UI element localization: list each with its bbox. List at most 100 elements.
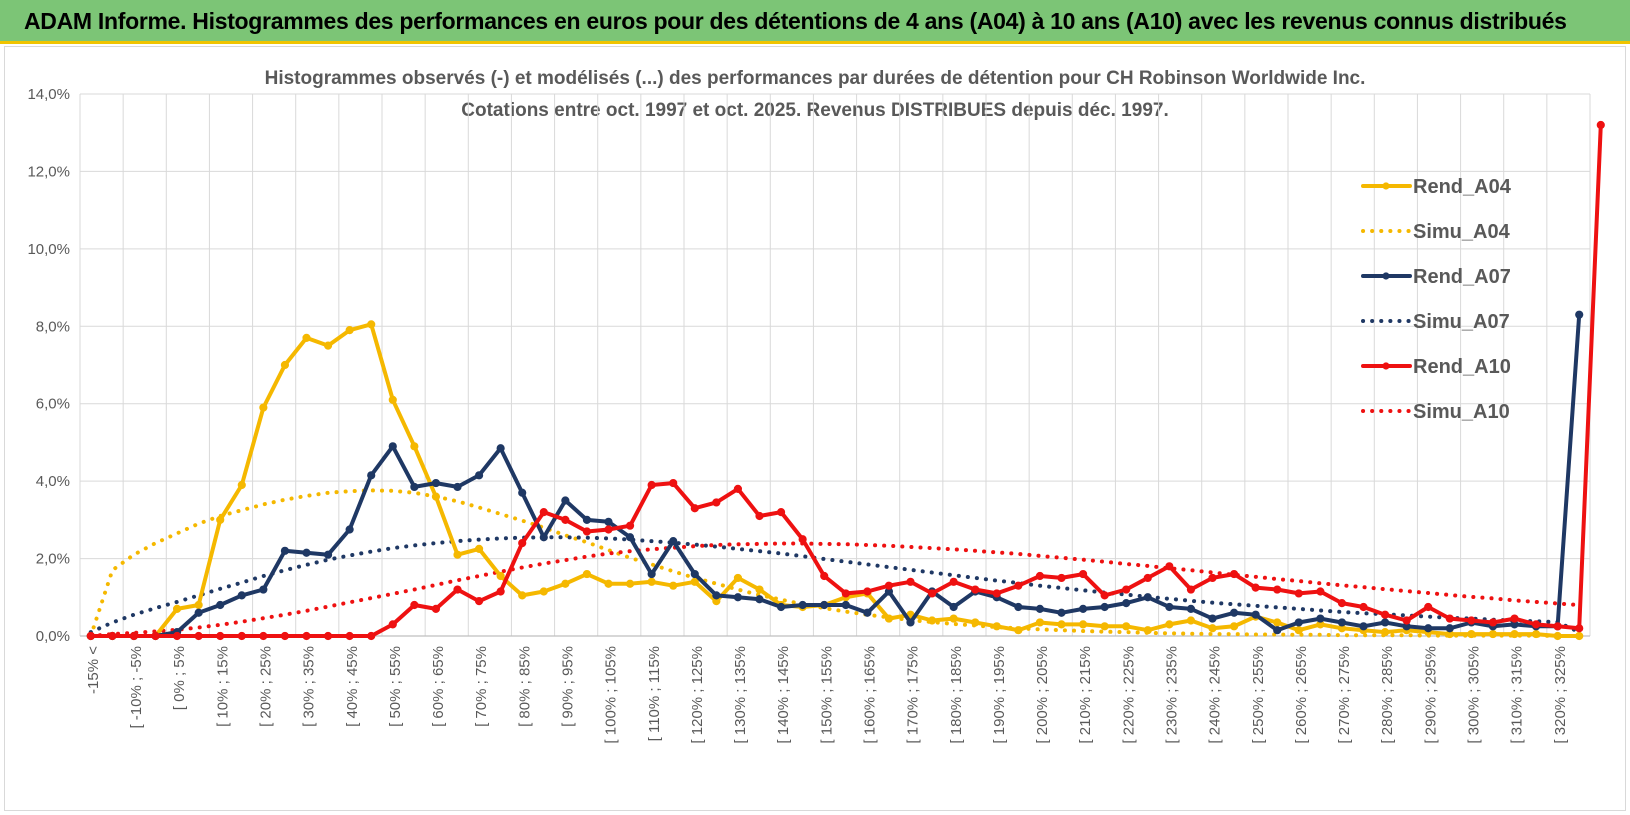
- data-point: [971, 585, 980, 594]
- data-point: [302, 548, 311, 557]
- data-point: [1294, 589, 1303, 598]
- x-tick-label: [ 200% ; 205%: [1034, 646, 1051, 744]
- data-point: [582, 515, 592, 524]
- data-point: [1294, 626, 1303, 635]
- data-point: [1553, 631, 1562, 641]
- data-point: [1575, 310, 1584, 319]
- data-point: [1359, 622, 1368, 631]
- data-point: [582, 569, 592, 579]
- data-point: [323, 550, 333, 559]
- data-point: [388, 620, 397, 629]
- data-point: [927, 589, 937, 598]
- x-tick-label: [ 40% ; 45%: [344, 646, 361, 727]
- data-point: [949, 614, 958, 623]
- data-point: [647, 569, 656, 579]
- x-tick-label: [ 150% ; 155%: [818, 646, 835, 744]
- data-point: [625, 579, 635, 588]
- data-point: [1100, 602, 1109, 612]
- data-point: [884, 581, 894, 590]
- data-point: [431, 478, 441, 488]
- data-point: [280, 360, 290, 370]
- x-tick-label: [ 270% ; 275%: [1336, 646, 1353, 744]
- data-point: [1186, 585, 1196, 594]
- x-tick-label: [ 310% ; 315%: [1509, 646, 1526, 744]
- data-point: [431, 492, 441, 501]
- x-tick-label: [ 300% ; 305%: [1466, 646, 1483, 744]
- data-point: [604, 525, 613, 534]
- data-point: [582, 527, 592, 536]
- data-point: [1316, 614, 1325, 623]
- legend-label: Simu_A04: [1413, 221, 1511, 243]
- legend-label: Simu_A10: [1413, 401, 1510, 423]
- data-point: [1143, 573, 1152, 583]
- data-point: [1294, 618, 1303, 627]
- data-point: [539, 508, 548, 517]
- data-point: [1337, 598, 1347, 608]
- x-tick-label: [ 190% ; 195%: [991, 646, 1008, 744]
- series-simu-a10: [88, 541, 1582, 638]
- x-tick-label: [ 170% ; 175%: [905, 646, 922, 744]
- data-point: [1337, 618, 1347, 627]
- data-point: [1208, 614, 1217, 623]
- data-point: [474, 597, 484, 606]
- data-point: [733, 484, 743, 493]
- x-tick-label: [ 180% ; 185%: [948, 646, 965, 744]
- data-point: [798, 535, 807, 544]
- legend-item-rend-a04[interactable]: Rend_A04: [1361, 176, 1512, 198]
- x-tick-label: [ 100% ; 105%: [603, 646, 620, 744]
- data-point: [237, 591, 246, 600]
- y-axis: 0,0% 2,0% 4,0% 6,0% 8,0% 10,0% 12,0% 14,0%: [27, 86, 70, 645]
- legend-marker: [1382, 362, 1390, 370]
- data-point: [1531, 620, 1541, 629]
- banner-title: ADAM Informe. Histogrammes des performan…: [24, 8, 1567, 34]
- x-tick-label: [ 10% ; 15%: [214, 646, 231, 727]
- chart-title: Histogrammes observés (-) et modélisés (…: [265, 68, 1366, 89]
- series-line-simu-a10: [88, 541, 1582, 638]
- data-point: [669, 537, 678, 546]
- data-point: [647, 577, 656, 586]
- data-point: [1575, 624, 1584, 633]
- data-point: [216, 515, 225, 524]
- data-point: [1143, 626, 1152, 635]
- data-point: [1122, 585, 1131, 594]
- data-point: [1251, 583, 1260, 592]
- legend-item-simu-a07[interactable]: Simu_A07: [1361, 311, 1510, 333]
- x-tick-label: [ 20% ; 25%: [258, 646, 275, 727]
- data-point: [539, 587, 548, 596]
- legend-item-rend-a07[interactable]: Rend_A07: [1361, 266, 1511, 288]
- data-point: [259, 585, 268, 594]
- series-line-simu-a07: [88, 535, 1582, 635]
- data-point: [323, 631, 333, 641]
- legend-item-simu-a04[interactable]: Simu_A04: [1361, 221, 1511, 243]
- x-tick-label: [ -10% ; -5%: [128, 646, 145, 729]
- data-point: [1316, 587, 1325, 596]
- data-point: [1078, 620, 1088, 629]
- data-point: [690, 504, 699, 513]
- legend-item-simu-a10[interactable]: Simu_A10: [1361, 401, 1510, 423]
- data-point: [820, 600, 829, 610]
- data-point: [949, 602, 958, 612]
- legend-marker: [1382, 182, 1390, 190]
- series-line-rend-a07: [88, 312, 1582, 638]
- x-axis: -15% < [ -10% ; -5% [ 0% ; 5% [ 10% ; 15% [ …: [85, 646, 1569, 744]
- legend-item-rend-a10[interactable]: Rend_A10: [1361, 356, 1511, 378]
- legend[interactable]: Rend_A04 Simu_A04 Rend_A07 Simu_A07 Rend_A10…: [1361, 176, 1512, 423]
- data-point: [733, 573, 743, 583]
- data-point: [1229, 608, 1239, 617]
- data-point: [1057, 620, 1066, 629]
- data-point: [798, 600, 807, 610]
- data-point: [1488, 629, 1498, 639]
- data-point: [647, 480, 656, 490]
- data-point: [712, 591, 721, 600]
- data-point: [216, 631, 225, 641]
- data-point: [1035, 618, 1045, 627]
- data-point: [863, 608, 872, 617]
- x-tick-label: [ 90% ; 95%: [560, 646, 577, 727]
- chart-frame: [4, 46, 1626, 811]
- data-point: [518, 488, 527, 497]
- x-tick-label: [ 230% ; 235%: [1164, 646, 1181, 744]
- x-tick-label: [ 110% ; 115%: [646, 646, 663, 741]
- data-point: [1078, 569, 1088, 579]
- x-tick-label: [ 160% ; 165%: [862, 646, 879, 744]
- data-point: [1229, 569, 1239, 579]
